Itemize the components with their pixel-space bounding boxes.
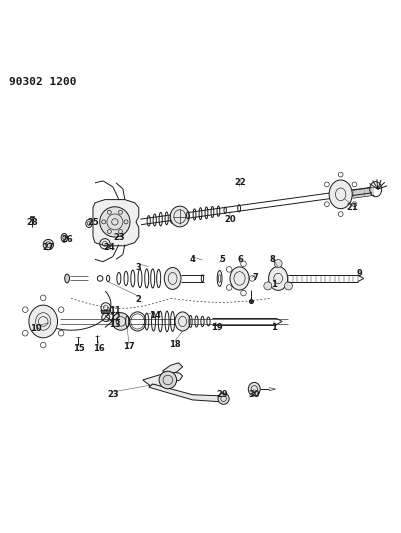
Text: 25: 25 — [87, 218, 99, 227]
Ellipse shape — [329, 180, 352, 208]
Text: 30: 30 — [249, 390, 260, 399]
Text: 9: 9 — [357, 269, 363, 278]
Text: 23: 23 — [107, 390, 119, 399]
Polygon shape — [163, 363, 182, 374]
Polygon shape — [149, 384, 227, 402]
Text: 8: 8 — [269, 255, 275, 264]
Ellipse shape — [29, 305, 57, 338]
Text: 19: 19 — [211, 322, 222, 332]
Text: 1: 1 — [271, 322, 277, 332]
Circle shape — [218, 393, 229, 405]
Text: 12: 12 — [109, 313, 121, 322]
Polygon shape — [143, 372, 182, 388]
Text: 10: 10 — [30, 324, 41, 333]
Text: 6: 6 — [237, 255, 243, 264]
Ellipse shape — [65, 274, 69, 283]
Ellipse shape — [230, 267, 249, 290]
Text: 24: 24 — [103, 243, 115, 252]
Text: 90302 1200: 90302 1200 — [9, 77, 77, 87]
Circle shape — [100, 207, 130, 237]
Text: 13: 13 — [109, 320, 121, 329]
Ellipse shape — [164, 268, 181, 289]
Ellipse shape — [269, 266, 288, 290]
Ellipse shape — [248, 382, 260, 396]
Circle shape — [112, 313, 130, 330]
Text: 21: 21 — [346, 203, 358, 212]
Ellipse shape — [175, 312, 190, 331]
Ellipse shape — [170, 206, 189, 227]
Text: 23: 23 — [113, 233, 125, 243]
Text: 26: 26 — [61, 235, 73, 244]
Text: 1: 1 — [271, 280, 277, 289]
Text: 28: 28 — [26, 218, 38, 227]
Text: 18: 18 — [169, 340, 180, 349]
Text: 11: 11 — [109, 306, 121, 315]
Text: 29: 29 — [217, 390, 228, 399]
Text: 27: 27 — [43, 243, 54, 252]
Text: 14: 14 — [149, 311, 160, 320]
Polygon shape — [30, 215, 34, 217]
Polygon shape — [93, 199, 139, 246]
Text: 22: 22 — [235, 179, 246, 188]
Circle shape — [159, 371, 176, 389]
Text: 5: 5 — [219, 255, 225, 264]
Text: 20: 20 — [225, 215, 236, 224]
Text: 2: 2 — [136, 295, 142, 304]
Text: 7: 7 — [253, 273, 258, 282]
Text: 4: 4 — [190, 255, 195, 264]
Ellipse shape — [61, 233, 67, 242]
Text: 17: 17 — [123, 342, 135, 351]
Circle shape — [264, 282, 272, 290]
Circle shape — [43, 239, 54, 250]
Text: 16: 16 — [93, 344, 105, 353]
Text: 15: 15 — [73, 344, 85, 353]
Circle shape — [285, 282, 292, 290]
Text: 3: 3 — [136, 263, 142, 272]
Circle shape — [249, 300, 253, 303]
Polygon shape — [101, 310, 111, 313]
Circle shape — [274, 260, 282, 268]
